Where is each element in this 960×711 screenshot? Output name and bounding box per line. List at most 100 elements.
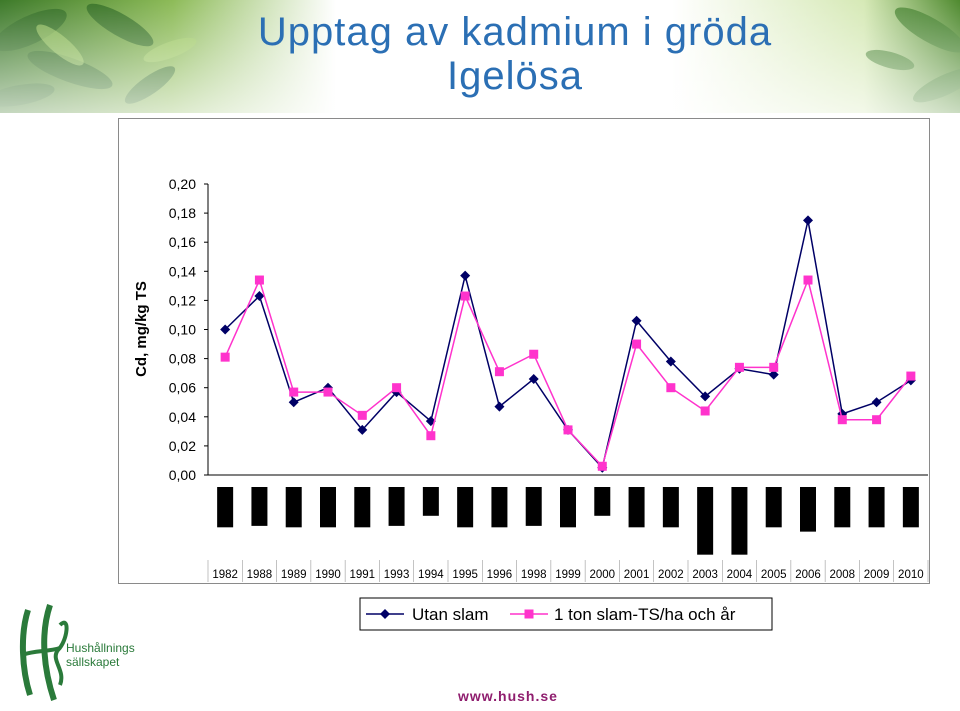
x-tick-label: 1991 — [349, 569, 375, 581]
data-point — [220, 324, 231, 335]
data-point — [768, 369, 779, 380]
data-point — [254, 275, 264, 285]
x-tick-label: 2008 — [829, 569, 855, 581]
data-point — [666, 383, 676, 393]
logo-text: Hushållnings sällskapet — [66, 641, 135, 669]
x-tick-label: 2005 — [761, 569, 787, 581]
x-tick-label: 2010 — [898, 569, 924, 581]
x-tick-label: 2003 — [692, 569, 718, 581]
title-line-1: Upptag av kadmium i gröda — [257, 10, 773, 54]
bar — [697, 487, 714, 555]
data-point — [632, 339, 642, 349]
x-tick-label: 1999 — [555, 569, 581, 581]
y-tick-label: 0,08 — [169, 351, 196, 367]
series-line — [224, 277, 912, 468]
data-point — [323, 387, 333, 397]
data-point — [392, 383, 402, 393]
bar — [491, 487, 508, 528]
data-point — [426, 431, 436, 441]
y-tick-label: 0,18 — [169, 205, 196, 221]
y-tick-label: 0,04 — [169, 409, 196, 425]
hushallningssallskapet-logo — [19, 604, 69, 701]
bar — [902, 487, 919, 528]
data-point — [803, 275, 813, 285]
logo-text-line-1: Hushållnings — [66, 641, 135, 655]
legend-marker — [524, 609, 534, 619]
data-point — [528, 373, 539, 384]
y-tick-label: 0,10 — [169, 322, 196, 338]
x-tick-label: 2001 — [624, 569, 650, 581]
bar — [251, 487, 268, 526]
bar — [320, 487, 336, 528]
bar — [525, 487, 542, 526]
y-tick-label: 0,20 — [169, 176, 196, 192]
legend-label: 1 ton slam-TS/ha och år — [554, 605, 736, 624]
data-point — [563, 425, 573, 435]
x-tick-label: 2006 — [795, 569, 821, 581]
y-tick-label: 0,02 — [169, 438, 196, 454]
title-line-2: Igelösa — [447, 54, 583, 98]
data-point — [700, 391, 711, 402]
legend-box — [359, 597, 773, 631]
data-point — [665, 356, 676, 367]
bar — [800, 487, 816, 532]
bar — [457, 487, 474, 528]
data-point — [220, 352, 230, 362]
data-point — [494, 401, 505, 412]
y-tick-label: 0,00 — [169, 467, 196, 483]
legend-marker — [380, 609, 390, 619]
data-point — [803, 215, 813, 226]
data-point — [734, 362, 744, 372]
data-point — [289, 387, 299, 397]
x-tick-label: 2002 — [658, 569, 684, 581]
y-tick-label: 0,12 — [169, 292, 196, 308]
bar — [834, 487, 851, 528]
data-point — [529, 349, 539, 359]
x-tick-label: 1994 — [418, 569, 444, 581]
slide-title: Upptag av kadmium i gröda Igelösa — [140, 10, 890, 98]
x-tick-label: 2009 — [864, 569, 890, 581]
x-tick-label: 1982 — [212, 569, 238, 581]
bar — [217, 487, 234, 528]
y-tick-label: 0,16 — [169, 234, 196, 250]
data-point — [837, 415, 847, 425]
legend-label: Utan slam — [412, 605, 489, 624]
x-tick-label: 1988 — [247, 569, 273, 581]
data-point — [906, 371, 916, 381]
data-point — [494, 367, 504, 377]
data-point — [872, 415, 882, 425]
bar — [422, 487, 439, 516]
data-point — [631, 315, 642, 326]
bar — [354, 487, 371, 528]
data-point — [357, 410, 367, 420]
x-tick-label: 1995 — [452, 569, 478, 581]
x-tick-label: 1998 — [521, 569, 547, 581]
data-point — [254, 291, 265, 302]
data-point — [357, 424, 368, 435]
data-point — [597, 461, 607, 471]
bar — [285, 487, 302, 528]
bar — [731, 487, 748, 555]
bar — [765, 487, 782, 528]
x-tick-label: 1993 — [384, 569, 410, 581]
x-tick-label: 1996 — [487, 569, 513, 581]
banner-background — [0, 0, 960, 113]
x-tick-label: 1990 — [315, 569, 341, 581]
data-point — [700, 406, 710, 416]
bar — [560, 487, 576, 528]
y-tick-label: 0,14 — [169, 263, 196, 279]
bar — [868, 487, 885, 528]
data-point — [769, 362, 779, 372]
bar — [388, 487, 405, 526]
data-point — [460, 270, 471, 281]
website-link[interactable]: www.hush.se — [458, 688, 558, 704]
y-axis-label: Cd, mg/kg TS — [133, 281, 150, 377]
data-point — [288, 397, 299, 408]
bar — [594, 487, 611, 516]
x-tick-label: 2000 — [589, 569, 615, 581]
data-point — [460, 291, 470, 301]
bar — [628, 487, 645, 528]
bar — [662, 487, 679, 528]
x-tick-label: 1989 — [281, 569, 307, 581]
